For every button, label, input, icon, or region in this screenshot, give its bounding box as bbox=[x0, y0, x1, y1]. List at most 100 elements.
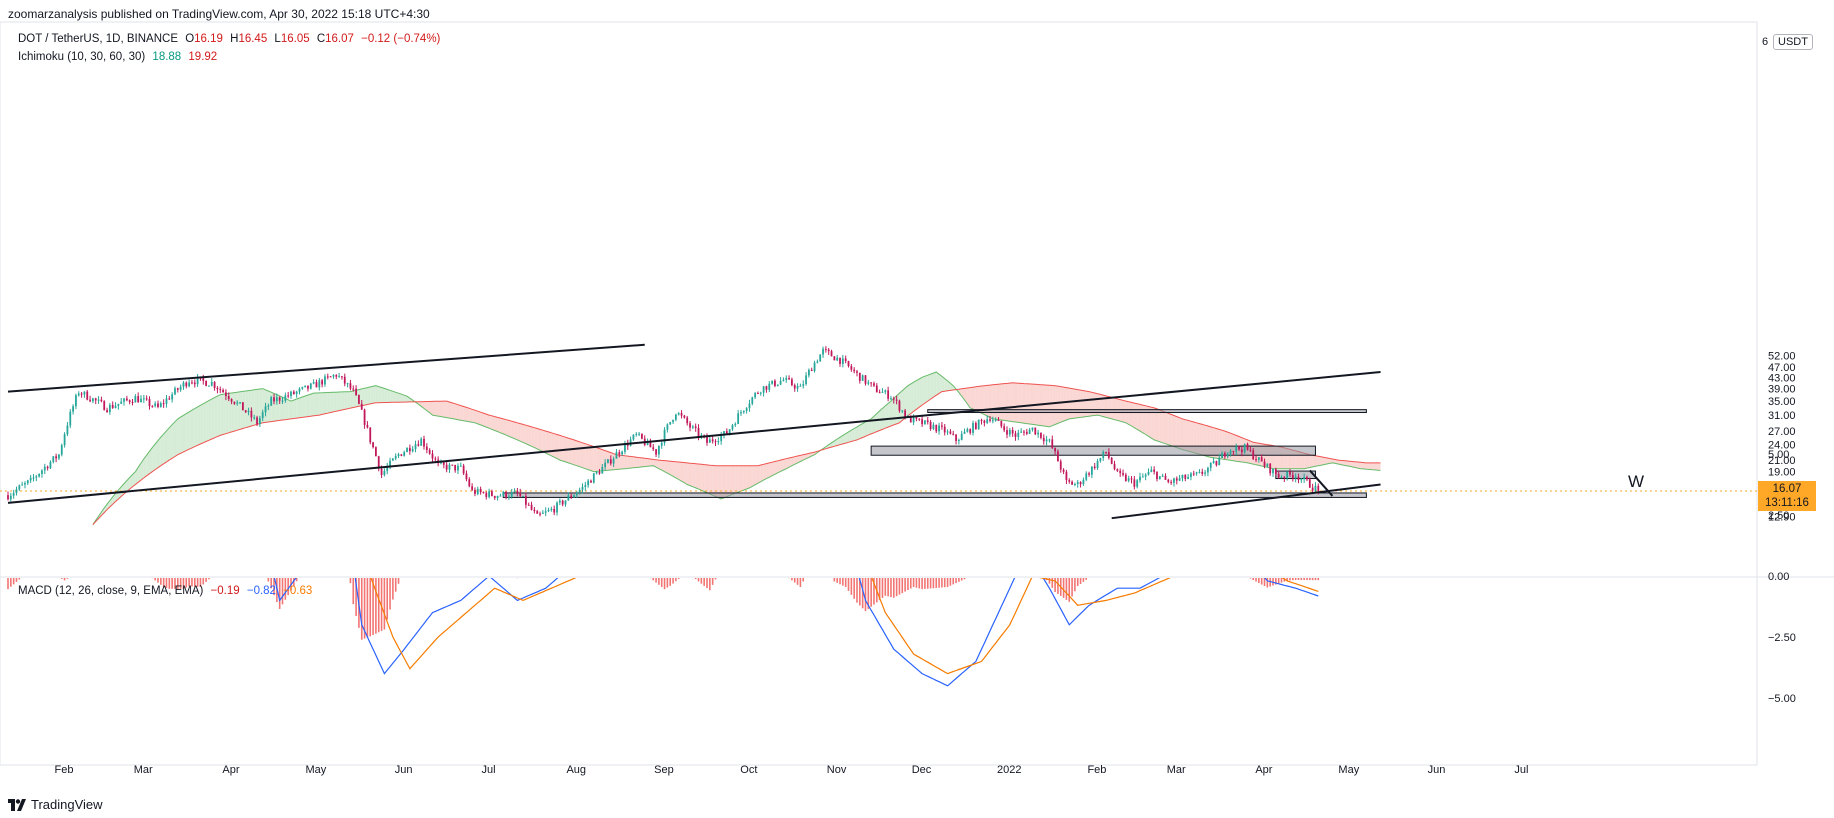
macd-histogram-bar bbox=[952, 578, 955, 585]
cloud-segment bbox=[574, 439, 577, 466]
candle-body bbox=[1280, 477, 1283, 479]
candle-body bbox=[1164, 475, 1167, 480]
ichimoku-legend[interactable]: Ichimoku (10, 30, 60, 30) 18.88 19.92 bbox=[18, 51, 221, 63]
trendline-channel-middle[interactable] bbox=[7, 371, 1381, 504]
candle-body bbox=[765, 386, 768, 390]
candle-body bbox=[208, 385, 210, 387]
candle-body bbox=[488, 491, 490, 497]
price-tick-label: 43.00 bbox=[1768, 372, 1796, 384]
macd-axis[interactable]: 5.00 2.50 0.00 −2.50 −5.00 bbox=[1768, 449, 1796, 705]
support-resistance-zone[interactable] bbox=[502, 492, 1367, 498]
candle-body bbox=[901, 410, 904, 412]
candle-body bbox=[258, 418, 261, 425]
cloud-segment bbox=[922, 376, 925, 406]
macd-histogram-bar bbox=[1074, 578, 1076, 592]
candle-body bbox=[1190, 473, 1192, 477]
macd-histogram-bar bbox=[1255, 578, 1257, 582]
macd-histogram-bar bbox=[383, 578, 386, 630]
candle-body bbox=[1051, 439, 1054, 448]
cloud-segment bbox=[789, 457, 792, 468]
cloud-segment bbox=[743, 465, 747, 491]
candle-body bbox=[168, 398, 171, 400]
cloud-segment bbox=[220, 394, 224, 436]
cloud-segment bbox=[341, 391, 345, 410]
candle-body bbox=[1161, 475, 1164, 477]
cloud-segment bbox=[845, 431, 849, 444]
cloud-segment bbox=[534, 427, 538, 449]
macd-histogram-bar bbox=[10, 578, 12, 587]
candle-body bbox=[188, 382, 191, 387]
cloud-segment bbox=[392, 391, 396, 403]
macd-tick-label: −2.50 bbox=[1768, 632, 1796, 644]
macd-histogram-bar bbox=[182, 578, 185, 589]
footer-brand[interactable]: TradingView bbox=[8, 797, 103, 812]
cloud-segment bbox=[245, 390, 249, 428]
support-resistance-zone[interactable] bbox=[870, 445, 1316, 456]
candle-body bbox=[1028, 429, 1031, 434]
symbol-legend[interactable]: DOT / TetherUS, 1D, BINANCE O16.19 H16.4… bbox=[18, 33, 444, 45]
candle-body bbox=[162, 403, 165, 405]
cloud-segment bbox=[390, 390, 393, 403]
candle-body bbox=[38, 473, 41, 477]
cloud-segment bbox=[325, 392, 328, 414]
candle-body bbox=[652, 447, 655, 450]
trendlines[interactable] bbox=[7, 343, 1381, 520]
candle-body bbox=[1255, 459, 1257, 461]
candle-body bbox=[1158, 476, 1161, 480]
candle-body bbox=[1167, 479, 1170, 483]
macd-label: MACD (12, 26, close, 9, EMA, EMA) bbox=[18, 585, 204, 597]
cloud-segment bbox=[446, 401, 450, 419]
candle-body bbox=[380, 468, 383, 475]
cloud-segment bbox=[327, 392, 331, 414]
macd-histogram-bar bbox=[943, 578, 946, 588]
candle-body bbox=[697, 428, 700, 437]
time-axis[interactable]: Feb Mar Apr May Jun Jul Aug Sep Oct Nov Dec 2022 Feb… bbox=[55, 764, 1529, 776]
cloud-segment bbox=[978, 386, 982, 414]
cloud-segment bbox=[208, 399, 212, 441]
trendline-upper-channel-top[interactable] bbox=[7, 343, 645, 393]
candle-body bbox=[533, 509, 536, 512]
candle-body bbox=[754, 393, 757, 398]
trendline-lower-channel-bottom[interactable] bbox=[1111, 483, 1381, 520]
cloud-segment bbox=[438, 401, 441, 417]
candle-body bbox=[1141, 476, 1144, 478]
candle-body bbox=[844, 358, 847, 362]
cloud-segment bbox=[1001, 383, 1005, 421]
candle-body bbox=[179, 386, 182, 390]
cloud-segment bbox=[225, 393, 229, 434]
candle-body bbox=[403, 452, 406, 456]
cloud-segment bbox=[644, 458, 648, 467]
cloud-segment bbox=[1007, 383, 1010, 422]
candle-body bbox=[128, 400, 131, 403]
cloud-segment bbox=[1329, 458, 1333, 464]
support-resistance-zone[interactable] bbox=[927, 409, 1367, 414]
candle-body bbox=[154, 403, 157, 407]
candle-body bbox=[725, 431, 728, 435]
candles bbox=[7, 346, 1320, 517]
trendline-projection[interactable] bbox=[1309, 469, 1334, 497]
candle-body bbox=[52, 456, 55, 462]
cloud-segment bbox=[344, 391, 348, 410]
currency-selector[interactable]: USDT bbox=[1773, 34, 1813, 50]
macd-histogram-bar bbox=[842, 578, 844, 586]
candle-body bbox=[853, 369, 856, 372]
candle-body bbox=[92, 398, 94, 402]
candle-body bbox=[318, 380, 321, 388]
candle-body bbox=[1099, 457, 1102, 461]
candle-body bbox=[451, 464, 454, 466]
cloud-segment bbox=[1349, 461, 1353, 467]
cloud-segment bbox=[1018, 383, 1022, 423]
macd-legend[interactable]: MACD (12, 26, close, 9, EMA, EMA) −0.19 … bbox=[18, 585, 316, 597]
candle-body bbox=[1317, 485, 1320, 491]
candle-body bbox=[779, 380, 782, 385]
macd-histogram-bar bbox=[397, 578, 400, 584]
macd-histogram-bar bbox=[18, 578, 21, 580]
cloud-segment bbox=[947, 380, 951, 391]
cloud-segment bbox=[919, 377, 923, 408]
candle-body bbox=[1110, 457, 1113, 464]
ichimoku-value-2: 19.92 bbox=[188, 51, 218, 63]
cloud-segment bbox=[347, 391, 351, 409]
cloud-segment bbox=[254, 389, 257, 426]
cloud-segment bbox=[1009, 382, 1013, 422]
cloud-segment bbox=[203, 402, 207, 443]
